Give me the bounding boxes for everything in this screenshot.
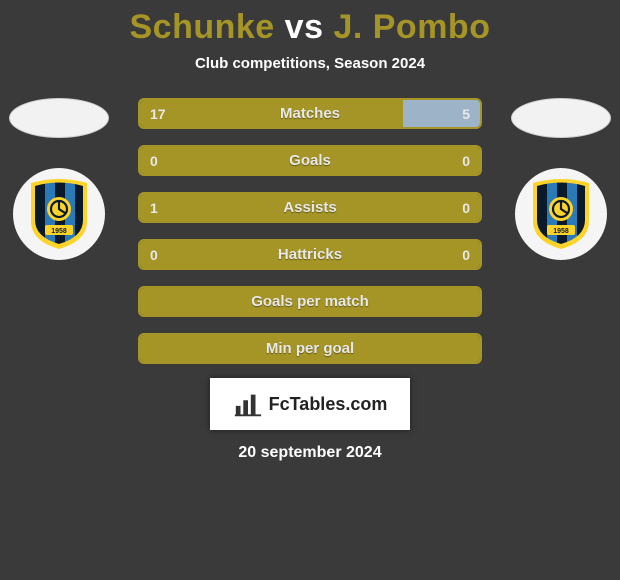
stat-label: Goals — [289, 152, 331, 169]
title-vs: vs — [285, 8, 324, 46]
stat-value-right: 0 — [462, 200, 470, 216]
stat-row-matches: 17 5 Matches — [138, 98, 482, 129]
bars-chart-icon — [233, 389, 263, 419]
page-title: Schunke vs J. Pombo — [0, 0, 620, 47]
shield-icon: 1958 — [27, 177, 91, 251]
stat-value-left: 0 — [150, 153, 158, 169]
fctables-logo: FcTables.com — [210, 378, 410, 430]
svg-text:1958: 1958 — [51, 228, 67, 235]
stat-fill-left — [140, 100, 403, 127]
stat-value-right: 5 — [462, 106, 470, 122]
subtitle: Club competitions, Season 2024 — [0, 55, 620, 72]
player1-side: 1958 — [4, 98, 114, 260]
stat-row-assists: 1 0 Assists — [138, 192, 482, 223]
stat-row-hattricks: 0 0 Hattricks — [138, 239, 482, 270]
player2-photo-placeholder — [511, 98, 611, 138]
player1-photo-placeholder — [9, 98, 109, 138]
title-player2: J. Pombo — [333, 8, 490, 46]
stat-value-left: 0 — [150, 247, 158, 263]
stat-label: Matches — [280, 105, 340, 122]
stat-label: Min per goal — [266, 340, 354, 357]
stats-bars: 17 5 Matches 0 0 Goals 1 0 Assists 0 0 Hattricks Goa… — [138, 98, 482, 364]
stat-row-min-per-goal: Min per goal — [138, 333, 482, 364]
stat-value-left: 1 — [150, 200, 158, 216]
stat-value-left: 17 — [150, 106, 166, 122]
content-area: 1958 1958 1 — [0, 98, 620, 364]
svg-text:1958: 1958 — [553, 228, 569, 235]
stat-value-right: 0 — [462, 153, 470, 169]
stat-row-goals: 0 0 Goals — [138, 145, 482, 176]
stat-row-goals-per-match: Goals per match — [138, 286, 482, 317]
stat-label: Hattricks — [278, 246, 342, 263]
player2-club-badge: 1958 — [515, 168, 607, 260]
logo-text: FcTables.com — [269, 394, 388, 415]
title-player1: Schunke — [130, 8, 275, 46]
stat-value-right: 0 — [462, 247, 470, 263]
date-text: 20 september 2024 — [0, 444, 620, 462]
shield-icon: 1958 — [529, 177, 593, 251]
player1-club-badge: 1958 — [13, 168, 105, 260]
stat-label: Assists — [283, 199, 336, 216]
stat-label: Goals per match — [251, 293, 369, 310]
player2-side: 1958 — [506, 98, 616, 260]
